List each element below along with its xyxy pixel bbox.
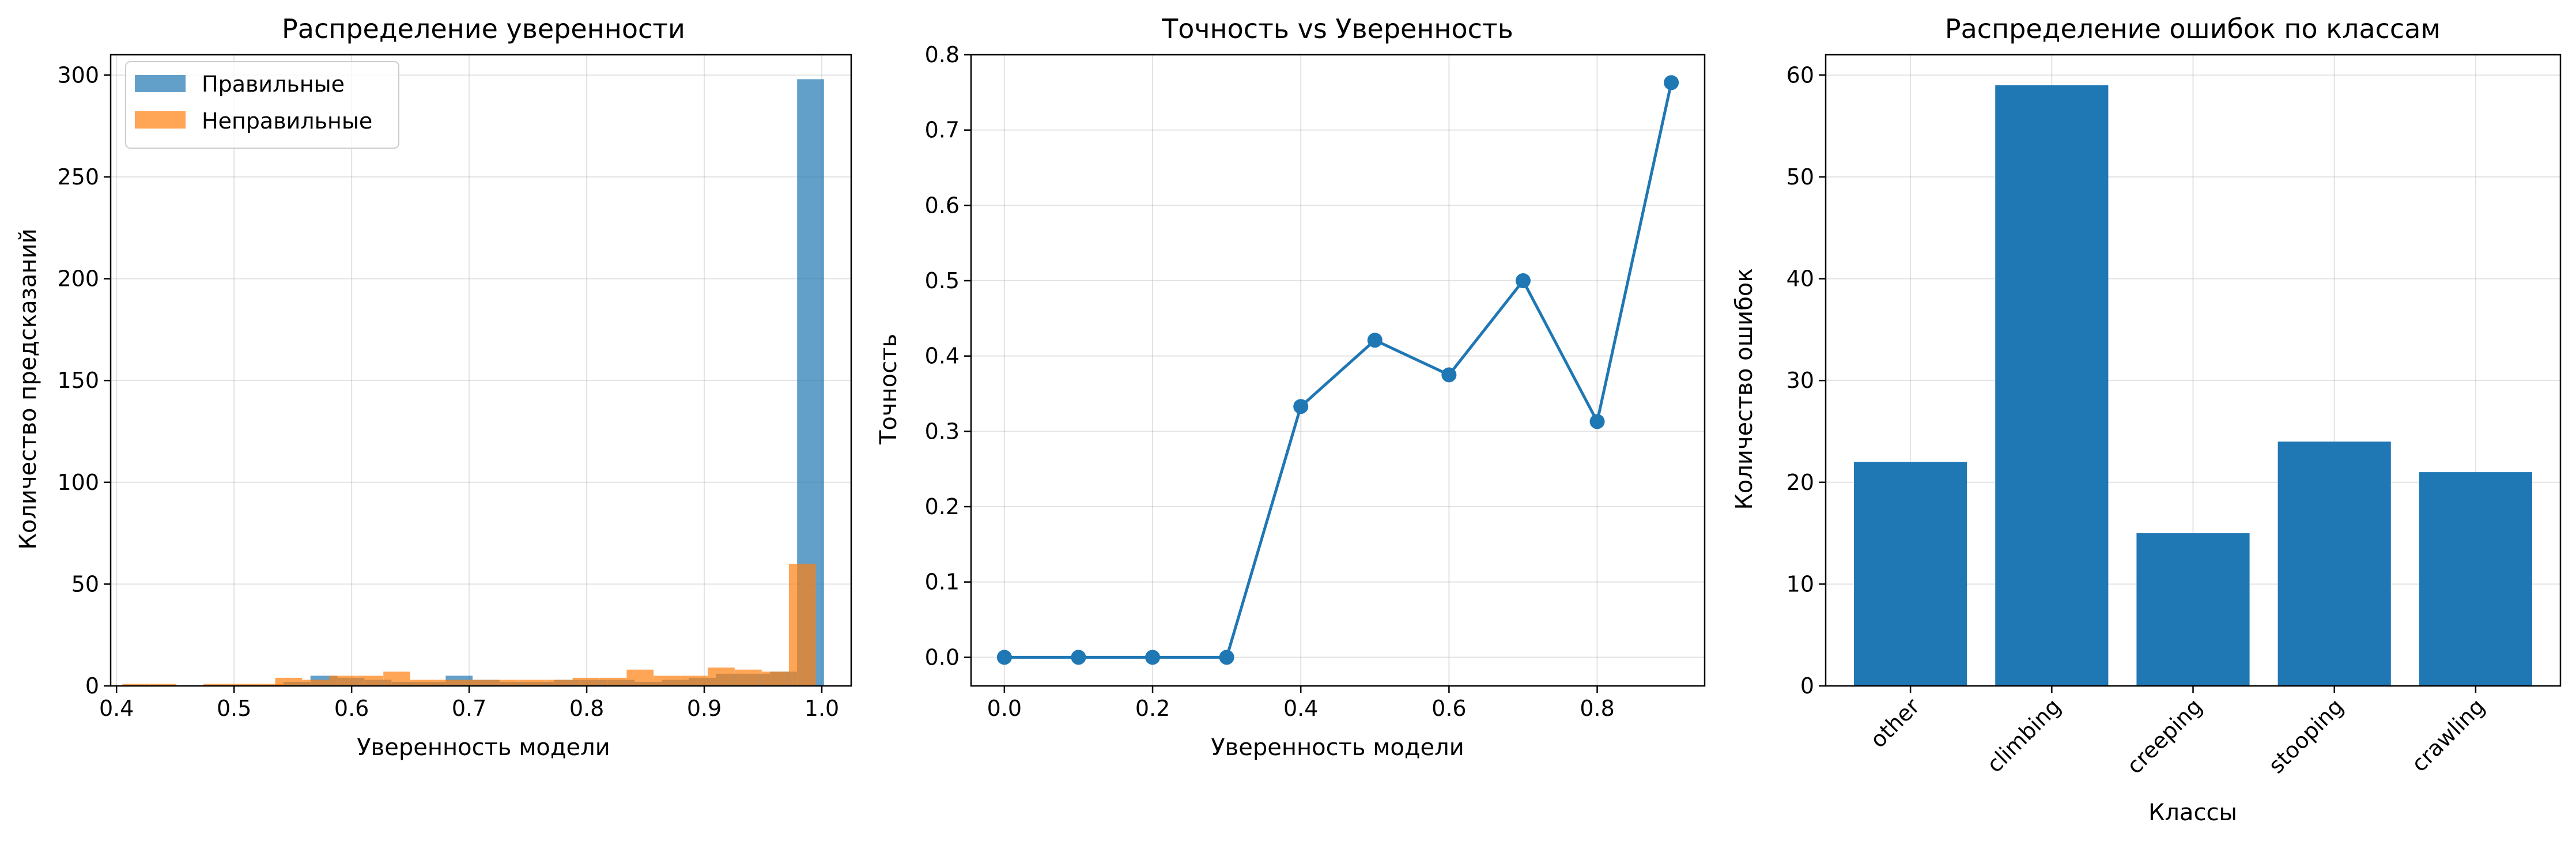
histogram-bar-incorrect-20	[654, 676, 681, 686]
bar-chart-y-tick-label-1: 10	[1786, 571, 1814, 597]
histogram-bar-incorrect-9	[356, 676, 384, 686]
line-chart-x-tick-label-4: 0.8	[1580, 696, 1614, 721]
bar-chart-y-tick-label-2: 20	[1786, 470, 1814, 495]
histogram-y-tick-label-5: 250	[57, 164, 99, 190]
accuracy-point-8	[1589, 414, 1605, 429]
histogram-y-tick-label-4: 200	[57, 266, 99, 292]
histogram-legend: Правильные Неправильные	[125, 61, 399, 149]
accuracy-series-line	[1004, 82, 1673, 659]
histogram-bar-incorrect-6	[275, 677, 303, 686]
bar-chart-y-tick-label-4: 40	[1786, 266, 1814, 292]
histogram-y-tick-label-1: 50	[71, 571, 99, 597]
line-chart-y-tick-label-2: 0.2	[925, 494, 960, 519]
line-chart-x-tick-label-1: 0.2	[1135, 696, 1170, 721]
legend-label-correct: Правильные	[202, 71, 345, 97]
histogram-axes-frame	[109, 54, 852, 687]
error-bar-other	[1854, 462, 1967, 686]
histogram-x-tick-label-1: 0.5	[217, 696, 251, 721]
histogram-x-axis-label: Уверенность модели	[357, 734, 610, 761]
line-chart-x-tick-label-0: 0.0	[987, 696, 1022, 721]
error-bar-climbing	[1995, 85, 2109, 686]
accuracy-point-1	[1071, 650, 1086, 665]
histogram-y-tick-label-2: 100	[57, 470, 99, 495]
line-chart-y-axis-label: Точность	[875, 334, 902, 445]
histogram-bar-incorrect-12	[437, 680, 464, 686]
histogram-bar-incorrect-10	[383, 672, 410, 686]
accuracy-point-9	[1664, 75, 1679, 90]
legend-swatch-incorrect	[135, 111, 186, 129]
legend-swatch-correct	[135, 75, 186, 92]
line-chart-y-tick-label-8: 0.8	[925, 42, 960, 67]
bar-chart-y-tick-label-3: 30	[1786, 368, 1814, 393]
line-chart-y-tick-label-1: 0.1	[925, 569, 960, 595]
histogram-bar-incorrect-21	[681, 676, 708, 686]
histogram-bar-incorrect-19	[626, 669, 654, 686]
legend-frame	[125, 61, 399, 149]
line-chart-y-tick-label-4: 0.4	[925, 344, 960, 369]
histogram-x-tick-label-4: 0.8	[569, 696, 604, 721]
histogram-y-axis-label: Количество предсказаний	[15, 228, 41, 549]
error-bar-crawling	[2419, 472, 2532, 686]
histogram-bar-incorrect-1	[149, 684, 177, 686]
histogram-bar-incorrect-4	[231, 684, 258, 686]
accuracy-point-6	[1441, 367, 1457, 383]
histogram-x-tick-label-2: 0.6	[334, 696, 369, 721]
histogram-bar-incorrect-11	[410, 680, 437, 686]
histogram-x-tick-label-3: 0.7	[452, 696, 486, 721]
accuracy-point-4	[1293, 399, 1309, 414]
accuracy-point-7	[1515, 273, 1531, 289]
accuracy-point-5	[1367, 333, 1383, 348]
accuracy-line-panel: Точность vs Уверенность Уверенность моде…	[875, 13, 1706, 761]
accuracy-point-2	[1145, 650, 1161, 665]
accuracy-point-0	[996, 650, 1012, 665]
histogram-y-tick-label-3: 150	[57, 368, 99, 393]
histogram-bar-incorrect-13	[464, 680, 492, 686]
line-chart-title: Точность vs Уверенность	[1161, 13, 1513, 44]
legend-label-incorrect: Неправильные	[202, 108, 372, 134]
histogram-y-tick-label-0: 0	[85, 673, 99, 699]
accuracy-point-3	[1219, 650, 1234, 665]
histogram-bar-incorrect-14	[491, 680, 519, 686]
histogram-bar-incorrect-15	[518, 680, 546, 686]
line-chart-x-tick-label-3: 0.6	[1431, 696, 1466, 721]
line-chart-y-tick-label-6: 0.6	[925, 193, 960, 218]
line-chart-y-tick-label-3: 0.3	[925, 418, 960, 444]
line-chart-x-tick-label-2: 0.4	[1283, 696, 1318, 721]
histogram-bar-incorrect-17	[572, 677, 600, 686]
histogram-bar-incorrect-0	[122, 684, 150, 686]
bar-chart-title: Распределение ошибок по классам	[1945, 13, 2441, 44]
histogram-plot-area: 0 50 100 150 200 250 300 0.4 0.5 0.6 0.7 0.8 0.9 1.0	[57, 54, 852, 721]
histogram-bar-incorrect-25	[788, 564, 816, 686]
bar-chart-x-axis-label: Классы	[2148, 799, 2237, 826]
error-bar-creeping	[2136, 533, 2250, 686]
histogram-bar-incorrect-5	[257, 684, 285, 686]
histogram-bar-incorrect-8	[329, 676, 357, 686]
line-chart-y-tick-label-0: 0.0	[925, 644, 960, 670]
line-chart-y-tick-label-7: 0.7	[925, 118, 960, 143]
error-bar-stooping	[2277, 442, 2391, 686]
bar-chart-y-axis-label: Количество ошибок	[1731, 268, 1758, 510]
histogram-bar-incorrect-3	[203, 684, 231, 686]
bar-chart-y-tick-label-5: 50	[1786, 164, 1814, 190]
line-chart-x-axis-label: Уверенность модели	[1211, 734, 1464, 761]
histogram-x-tick-label-6: 1.0	[804, 696, 839, 721]
histogram-bar-incorrect-18	[599, 677, 627, 686]
histogram-bar-incorrect-22	[708, 667, 735, 686]
histogram-bar-incorrect-23	[735, 669, 762, 686]
histogram-title: Распределение уверенности	[282, 13, 685, 44]
confidence-histogram-panel: Распределение уверенности Уверенность мо…	[15, 13, 852, 761]
bar-chart-y-tick-label-6: 60	[1786, 62, 1814, 88]
histogram-x-tick-label-5: 0.9	[687, 696, 722, 721]
histogram-bar-incorrect-24	[761, 672, 789, 686]
bar-chart-y-tick-label-0: 0	[1800, 673, 1814, 699]
histogram-x-tick-label-0: 0.4	[99, 696, 134, 721]
line-chart-y-tick-label-5: 0.5	[925, 268, 960, 293]
histogram-bar-incorrect-7	[302, 680, 330, 686]
line-chart-axes-frame	[970, 54, 1706, 687]
histogram-bar-incorrect-16	[545, 680, 573, 686]
histogram-y-tick-label-6: 300	[57, 62, 99, 88]
